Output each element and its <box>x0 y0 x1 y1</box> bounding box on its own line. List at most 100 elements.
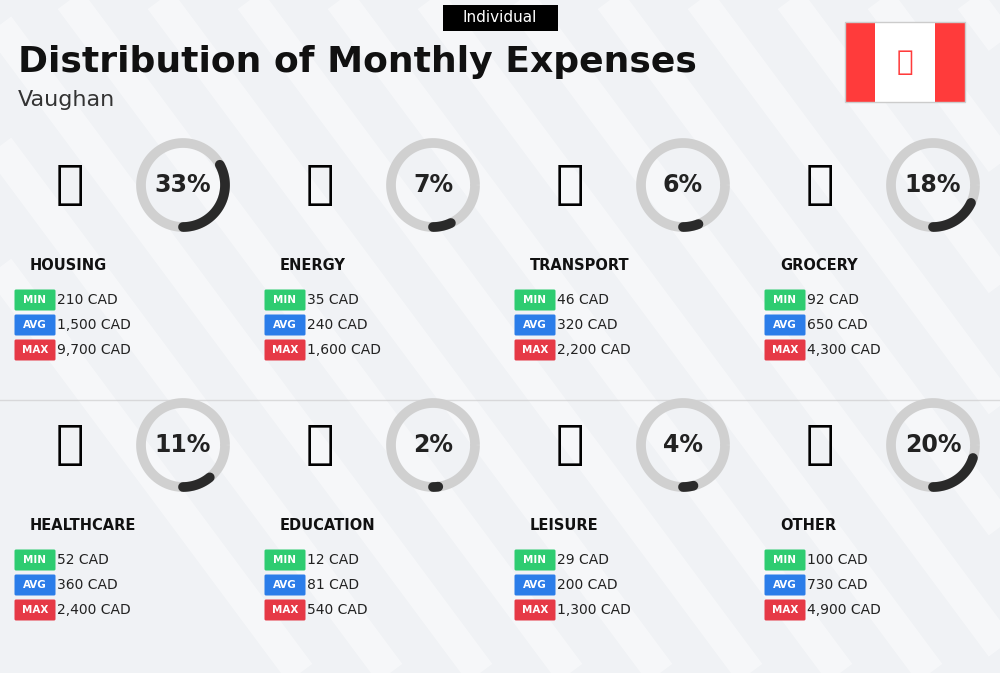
Text: 18%: 18% <box>905 173 961 197</box>
Text: 92 CAD: 92 CAD <box>807 293 859 307</box>
FancyBboxPatch shape <box>514 314 556 336</box>
Text: HOUSING: HOUSING <box>30 258 107 273</box>
Text: 🏢: 🏢 <box>56 162 84 207</box>
FancyBboxPatch shape <box>14 339 56 361</box>
Bar <box>875 22 935 102</box>
FancyBboxPatch shape <box>264 575 306 596</box>
FancyBboxPatch shape <box>514 575 556 596</box>
FancyBboxPatch shape <box>14 600 56 621</box>
FancyBboxPatch shape <box>514 339 556 361</box>
Text: MIN: MIN <box>524 555 546 565</box>
FancyBboxPatch shape <box>514 289 556 310</box>
Text: LEISURE: LEISURE <box>530 518 599 532</box>
Text: 210 CAD: 210 CAD <box>57 293 118 307</box>
Text: Distribution of Monthly Expenses: Distribution of Monthly Expenses <box>18 45 697 79</box>
Text: TRANSPORT: TRANSPORT <box>530 258 630 273</box>
Text: OTHER: OTHER <box>780 518 836 532</box>
Text: 🍁: 🍁 <box>897 48 913 76</box>
FancyBboxPatch shape <box>514 600 556 621</box>
Text: 33%: 33% <box>155 173 211 197</box>
Text: GROCERY: GROCERY <box>780 258 858 273</box>
Text: MAX: MAX <box>772 345 798 355</box>
Text: 1,500 CAD: 1,500 CAD <box>57 318 131 332</box>
Text: 200 CAD: 200 CAD <box>557 578 618 592</box>
Text: 1,300 CAD: 1,300 CAD <box>557 603 631 617</box>
Text: MIN: MIN <box>24 555 46 565</box>
Text: 29 CAD: 29 CAD <box>557 553 609 567</box>
Text: 🎓: 🎓 <box>306 423 334 468</box>
Text: 👜: 👜 <box>806 423 834 468</box>
Text: MIN: MIN <box>274 555 296 565</box>
Text: AVG: AVG <box>273 320 297 330</box>
FancyBboxPatch shape <box>765 314 806 336</box>
Text: 7%: 7% <box>413 173 453 197</box>
FancyBboxPatch shape <box>264 339 306 361</box>
Text: 4,900 CAD: 4,900 CAD <box>807 603 881 617</box>
Text: 540 CAD: 540 CAD <box>307 603 368 617</box>
Text: MAX: MAX <box>522 345 548 355</box>
Text: AVG: AVG <box>773 580 797 590</box>
Text: 🚌: 🚌 <box>556 162 584 207</box>
FancyBboxPatch shape <box>765 600 806 621</box>
Text: 52 CAD: 52 CAD <box>57 553 109 567</box>
FancyBboxPatch shape <box>264 549 306 571</box>
FancyBboxPatch shape <box>264 600 306 621</box>
Bar <box>935 22 965 102</box>
Text: Individual: Individual <box>463 11 537 26</box>
Text: AVG: AVG <box>273 580 297 590</box>
Text: Vaughan: Vaughan <box>18 90 115 110</box>
Text: AVG: AVG <box>23 320 47 330</box>
Text: MIN: MIN <box>774 295 796 305</box>
FancyBboxPatch shape <box>264 314 306 336</box>
FancyBboxPatch shape <box>765 289 806 310</box>
Text: MAX: MAX <box>272 345 298 355</box>
Text: 🛒: 🛒 <box>806 162 834 207</box>
Text: 81 CAD: 81 CAD <box>307 578 359 592</box>
Text: 2,400 CAD: 2,400 CAD <box>57 603 131 617</box>
Text: MAX: MAX <box>522 605 548 615</box>
Text: MAX: MAX <box>272 605 298 615</box>
Text: MAX: MAX <box>22 605 48 615</box>
Text: 650 CAD: 650 CAD <box>807 318 868 332</box>
Text: 35 CAD: 35 CAD <box>307 293 359 307</box>
Text: 🛍: 🛍 <box>556 423 584 468</box>
Bar <box>845 22 965 102</box>
Text: 20%: 20% <box>905 433 961 457</box>
Text: ENERGY: ENERGY <box>280 258 346 273</box>
FancyBboxPatch shape <box>765 339 806 361</box>
Text: 12 CAD: 12 CAD <box>307 553 359 567</box>
Text: EDUCATION: EDUCATION <box>280 518 376 532</box>
Text: 46 CAD: 46 CAD <box>557 293 609 307</box>
Text: MAX: MAX <box>772 605 798 615</box>
Text: 4,300 CAD: 4,300 CAD <box>807 343 881 357</box>
Text: 6%: 6% <box>663 173 703 197</box>
Text: 320 CAD: 320 CAD <box>557 318 618 332</box>
FancyBboxPatch shape <box>442 5 558 31</box>
Bar <box>845 22 875 102</box>
Text: AVG: AVG <box>23 580 47 590</box>
Text: 240 CAD: 240 CAD <box>307 318 368 332</box>
Text: 2%: 2% <box>413 433 453 457</box>
Text: 360 CAD: 360 CAD <box>57 578 118 592</box>
Text: MIN: MIN <box>24 295 46 305</box>
Text: MIN: MIN <box>274 295 296 305</box>
FancyBboxPatch shape <box>14 289 56 310</box>
FancyBboxPatch shape <box>14 314 56 336</box>
Text: MIN: MIN <box>524 295 546 305</box>
Text: 4%: 4% <box>663 433 703 457</box>
Text: 11%: 11% <box>155 433 211 457</box>
Text: 2,200 CAD: 2,200 CAD <box>557 343 631 357</box>
Text: AVG: AVG <box>523 580 547 590</box>
FancyBboxPatch shape <box>514 549 556 571</box>
FancyBboxPatch shape <box>765 575 806 596</box>
Text: 1,600 CAD: 1,600 CAD <box>307 343 381 357</box>
FancyBboxPatch shape <box>264 289 306 310</box>
Text: 100 CAD: 100 CAD <box>807 553 868 567</box>
FancyBboxPatch shape <box>765 549 806 571</box>
Text: 9,700 CAD: 9,700 CAD <box>57 343 131 357</box>
Text: 730 CAD: 730 CAD <box>807 578 868 592</box>
Text: AVG: AVG <box>773 320 797 330</box>
Text: 🏥: 🏥 <box>56 423 84 468</box>
FancyBboxPatch shape <box>14 575 56 596</box>
FancyBboxPatch shape <box>14 549 56 571</box>
